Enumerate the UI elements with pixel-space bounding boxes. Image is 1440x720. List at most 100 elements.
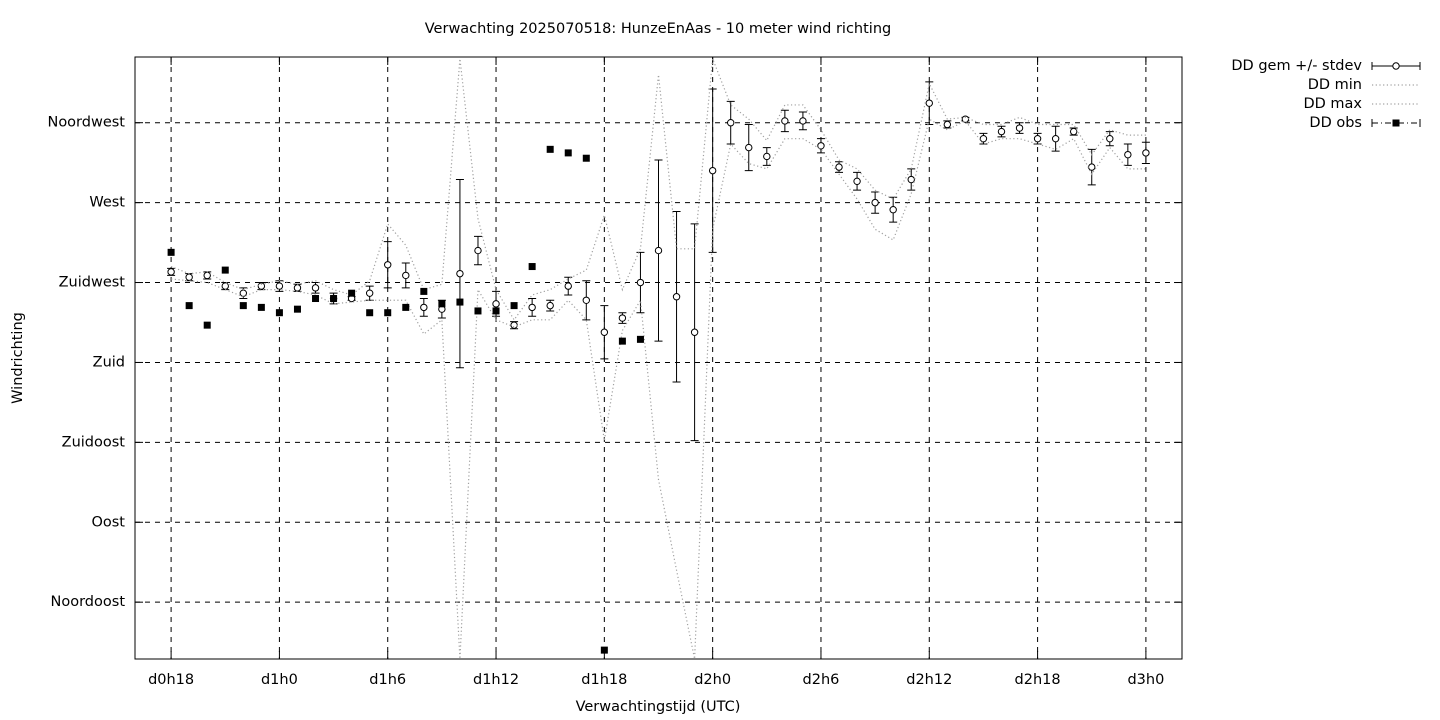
mean-point bbox=[384, 261, 392, 269]
obs-point bbox=[582, 154, 590, 162]
legend-label: DD max bbox=[1303, 96, 1362, 112]
x-tick-label: d1h0 bbox=[261, 672, 298, 688]
series-line bbox=[171, 118, 1146, 660]
legend-label: DD obs bbox=[1309, 115, 1362, 131]
mean-point bbox=[1124, 150, 1132, 159]
y-tick-label: Noordwest bbox=[47, 115, 125, 131]
y-tick-label: Zuidoost bbox=[62, 434, 126, 450]
obs-point bbox=[474, 307, 482, 315]
x-tick-label: d2h0 bbox=[694, 672, 731, 688]
mean-point bbox=[420, 303, 428, 312]
mean-point bbox=[636, 278, 645, 287]
x-tick-label: d1h12 bbox=[473, 672, 519, 688]
obs-point bbox=[546, 145, 554, 153]
obs-point bbox=[528, 263, 536, 271]
obs-point bbox=[330, 295, 338, 303]
plot-frame bbox=[134, 56, 1183, 660]
y-tick-label: Noordoost bbox=[51, 594, 126, 610]
mean-point bbox=[1033, 134, 1042, 143]
mean-point bbox=[1106, 134, 1114, 143]
obs-point bbox=[456, 298, 464, 306]
legend-swatch bbox=[1392, 62, 1400, 70]
obs-point bbox=[203, 321, 211, 329]
obs-point bbox=[510, 302, 518, 310]
obs-point bbox=[420, 287, 428, 295]
obs-point bbox=[348, 289, 356, 297]
y-tick-label: West bbox=[89, 195, 125, 211]
mean-point bbox=[311, 284, 320, 292]
mean-point bbox=[1088, 163, 1096, 171]
mean-point bbox=[257, 282, 266, 290]
y-tick-label: Zuid bbox=[93, 354, 125, 370]
obs-point bbox=[312, 295, 320, 303]
mean-point bbox=[203, 271, 211, 280]
x-tick-label: d3h0 bbox=[1127, 672, 1164, 688]
mean-point bbox=[582, 296, 590, 304]
mean-point bbox=[618, 314, 627, 322]
x-tick-label: d2h12 bbox=[906, 672, 952, 688]
obs-point bbox=[366, 309, 374, 317]
mean-point bbox=[745, 143, 753, 152]
mean-point bbox=[654, 246, 663, 255]
mean-point bbox=[528, 303, 536, 312]
obs-point bbox=[384, 309, 392, 317]
y-axis-label: Windrichting bbox=[10, 312, 26, 404]
obs-point bbox=[167, 248, 175, 256]
mean-point bbox=[672, 293, 681, 301]
obs-point bbox=[600, 646, 608, 654]
mean-point bbox=[492, 300, 500, 308]
mean-point bbox=[546, 301, 554, 310]
obs-point bbox=[185, 302, 193, 310]
x-axis-label: Verwachtingstijd (UTC) bbox=[576, 699, 741, 715]
mean-point bbox=[1069, 127, 1078, 136]
mean-point bbox=[925, 99, 933, 107]
mean-point bbox=[1142, 149, 1150, 157]
mean-point bbox=[365, 289, 374, 297]
mean-point bbox=[907, 175, 915, 184]
mean-point bbox=[871, 198, 879, 207]
mean-point bbox=[997, 127, 1006, 136]
chart-title: Verwachting 2025070518: HunzeEnAas - 10 … bbox=[425, 21, 891, 37]
x-tick-label: d1h18 bbox=[581, 672, 627, 688]
mean-point bbox=[943, 120, 952, 129]
mean-point bbox=[239, 289, 248, 297]
mean-point bbox=[185, 273, 193, 281]
mean-point bbox=[889, 206, 897, 214]
obs-point bbox=[492, 307, 500, 315]
mean-point bbox=[293, 284, 302, 292]
obs-point bbox=[438, 300, 446, 308]
legend-label: DD gem +/- stdev bbox=[1231, 58, 1362, 74]
mean-point bbox=[600, 328, 609, 336]
mean-point bbox=[853, 177, 861, 186]
x-tick-label: d1h6 bbox=[369, 672, 406, 688]
x-tick-label: d2h6 bbox=[803, 672, 840, 688]
y-tick-label: Zuidwest bbox=[59, 275, 126, 291]
mean-point bbox=[799, 117, 807, 125]
legend-swatch bbox=[1392, 119, 1400, 127]
mean-point bbox=[835, 163, 843, 171]
obs-point bbox=[564, 149, 572, 157]
mean-point bbox=[1051, 134, 1060, 143]
mean-point bbox=[690, 328, 699, 336]
legend-label: DD min bbox=[1308, 77, 1362, 93]
obs-point bbox=[402, 303, 410, 311]
y-tick-label: Oost bbox=[91, 514, 125, 530]
mean-point bbox=[167, 268, 175, 276]
obs-point bbox=[636, 335, 644, 343]
mean-point bbox=[402, 271, 410, 280]
obs-point bbox=[221, 266, 229, 274]
mean-point bbox=[456, 269, 464, 278]
mean-point bbox=[275, 282, 284, 290]
mean-point bbox=[763, 152, 771, 161]
mean-point bbox=[817, 142, 825, 150]
mean-point bbox=[979, 134, 988, 143]
obs-point bbox=[275, 309, 283, 317]
mean-point bbox=[708, 166, 717, 175]
obs-point bbox=[293, 305, 301, 313]
x-tick-label: d2h18 bbox=[1015, 672, 1061, 688]
obs-point bbox=[618, 337, 626, 345]
mean-point bbox=[474, 246, 482, 255]
obs-point bbox=[257, 303, 265, 311]
